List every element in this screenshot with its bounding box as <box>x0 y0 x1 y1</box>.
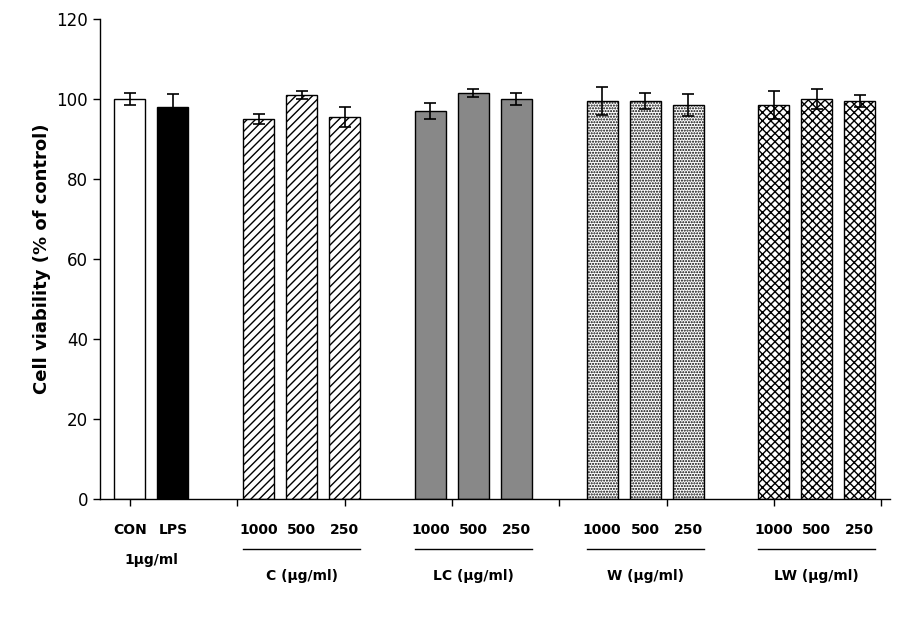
Text: 1000: 1000 <box>583 523 621 537</box>
Bar <box>329 117 360 499</box>
Text: CON: CON <box>114 523 147 537</box>
Bar <box>758 105 789 499</box>
Bar <box>501 99 532 499</box>
Text: LW (μg/ml): LW (μg/ml) <box>775 569 859 583</box>
Text: LPS: LPS <box>158 523 187 537</box>
Text: 1000: 1000 <box>411 523 449 537</box>
Text: 500: 500 <box>459 523 488 537</box>
Bar <box>844 101 875 499</box>
Bar <box>673 105 704 499</box>
Text: 250: 250 <box>845 523 874 537</box>
Bar <box>114 99 145 499</box>
Bar <box>415 111 446 499</box>
Text: 500: 500 <box>631 523 659 537</box>
Text: C (μg/ml): C (μg/ml) <box>266 569 338 583</box>
Bar <box>458 93 489 499</box>
Text: LC (μg/ml): LC (μg/ml) <box>433 569 514 583</box>
Bar <box>802 99 833 499</box>
Text: 1μg/ml: 1μg/ml <box>124 553 178 567</box>
Text: 1000: 1000 <box>240 523 278 537</box>
Y-axis label: Cell viability (% of control): Cell viability (% of control) <box>33 124 51 394</box>
Text: 250: 250 <box>502 523 531 537</box>
Text: 250: 250 <box>674 523 703 537</box>
Bar <box>243 119 274 499</box>
Text: 1000: 1000 <box>755 523 794 537</box>
Bar <box>157 107 188 499</box>
Bar <box>629 101 661 499</box>
Text: 250: 250 <box>330 523 360 537</box>
Bar <box>286 95 317 499</box>
Bar <box>587 101 617 499</box>
Text: 500: 500 <box>287 523 316 537</box>
Text: W (μg/ml): W (μg/ml) <box>607 569 684 583</box>
Text: 500: 500 <box>803 523 832 537</box>
